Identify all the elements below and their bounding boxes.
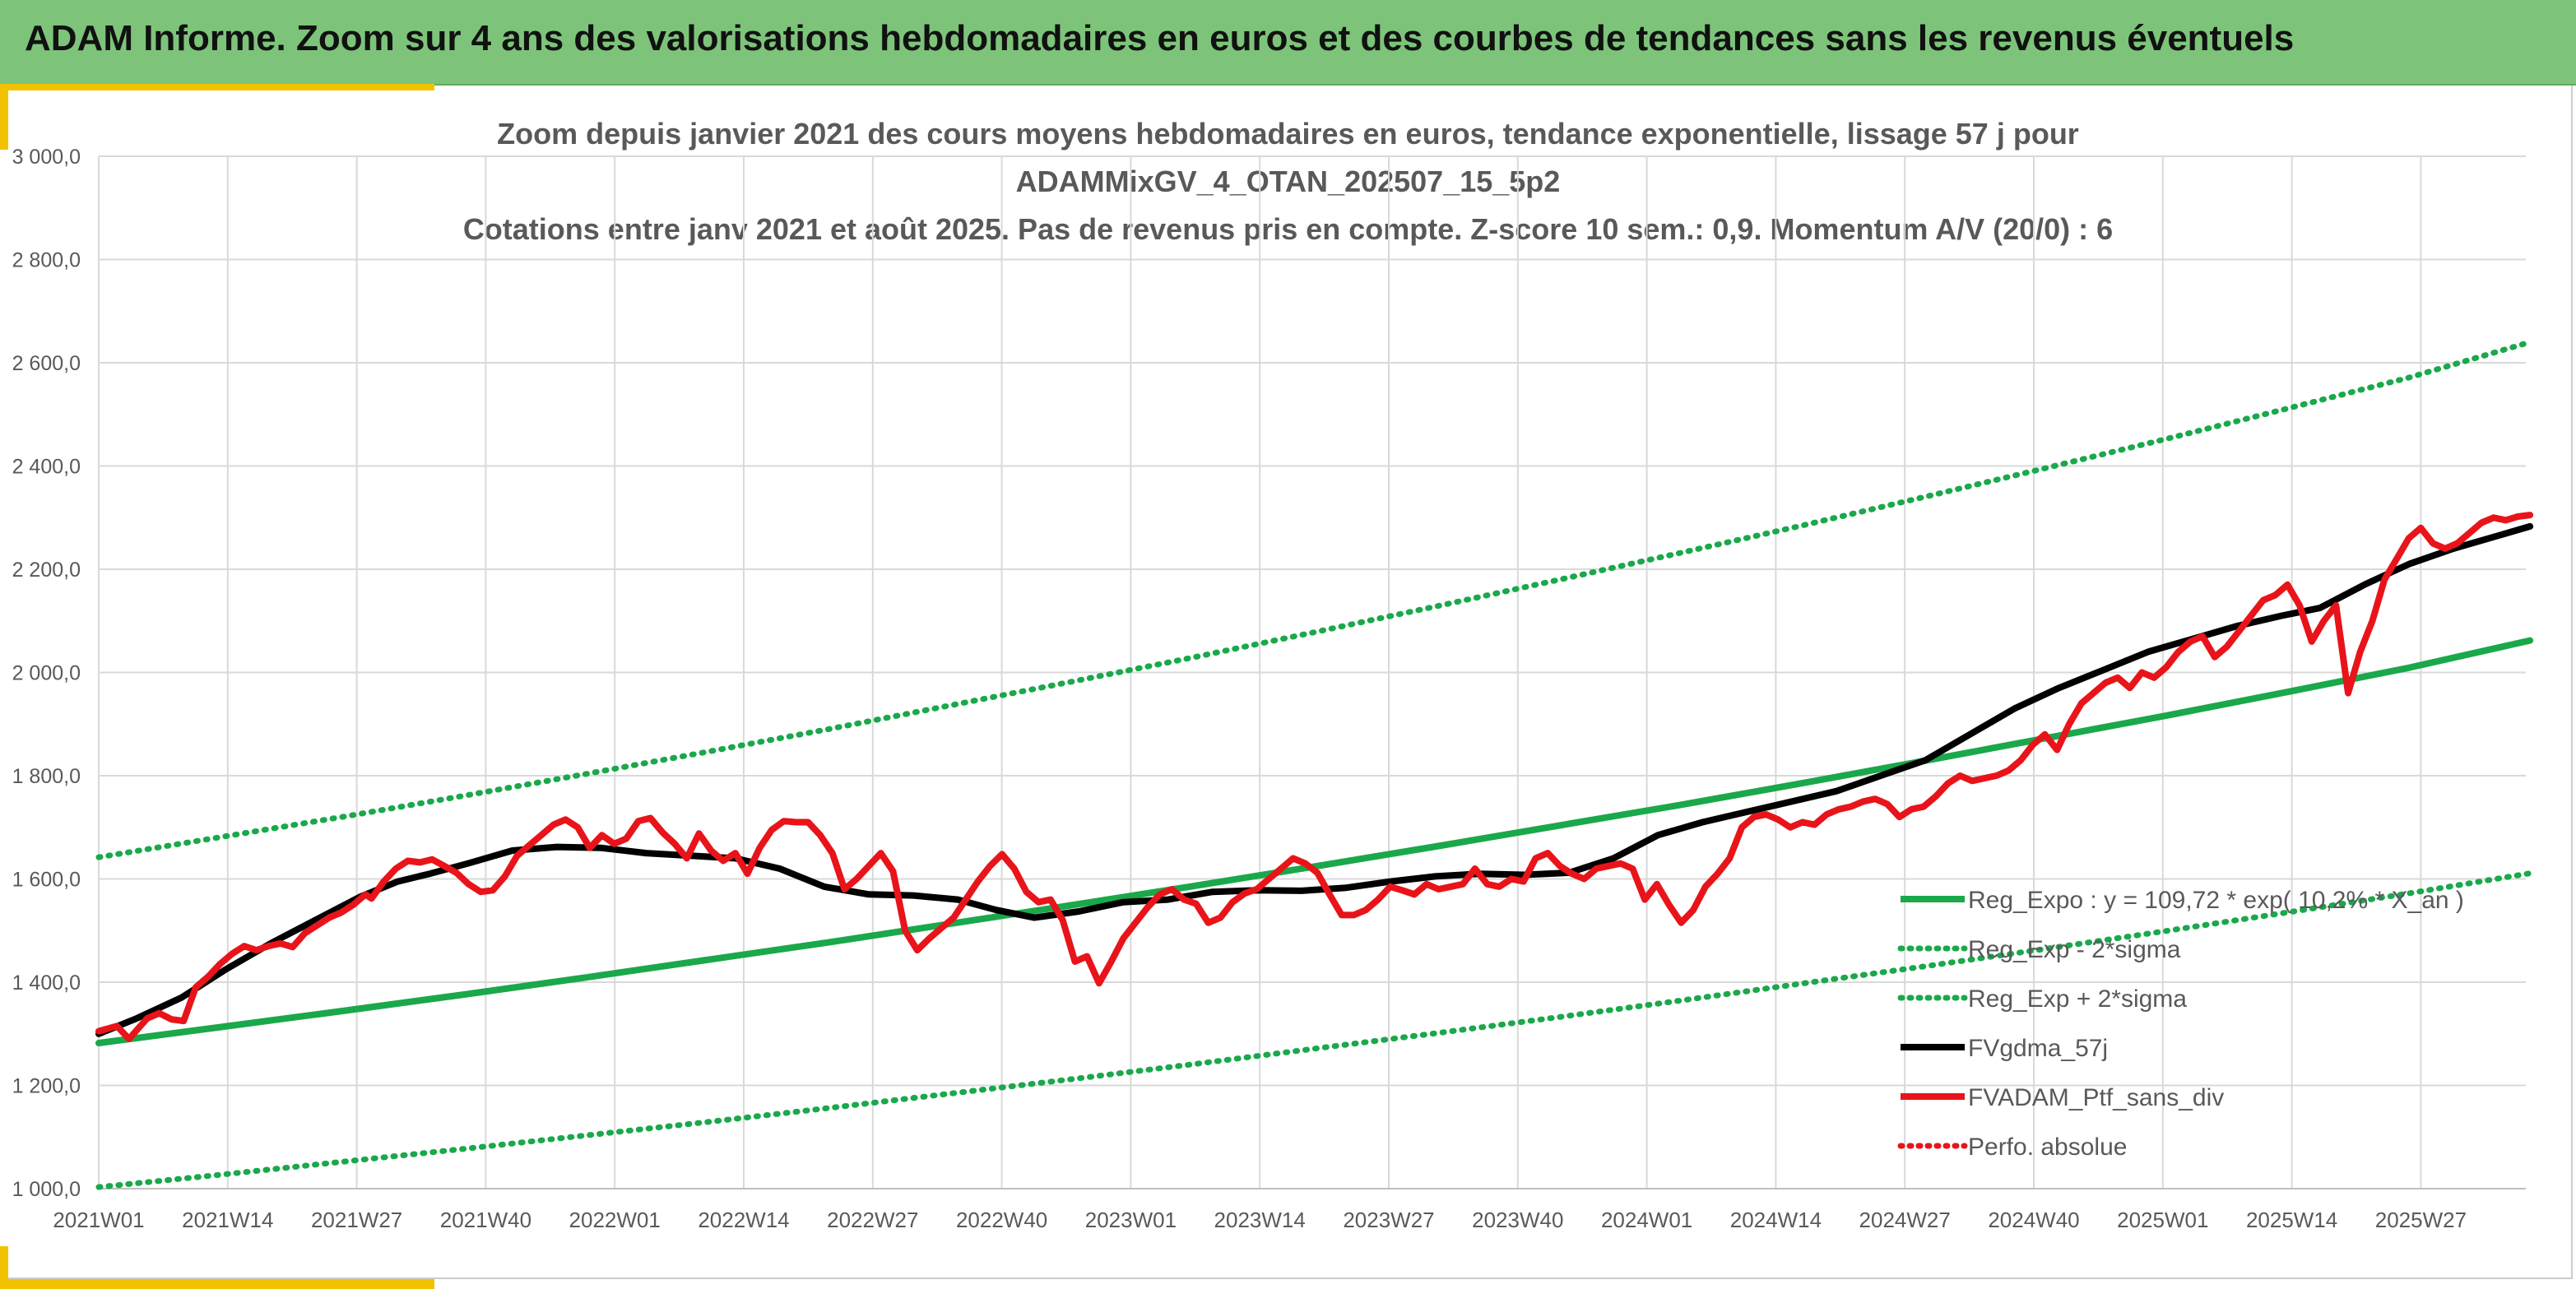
y-tick-label: 2 600,0 bbox=[12, 352, 81, 375]
x-tick-label: 2021W27 bbox=[311, 1208, 402, 1232]
banner-title: ADAM Informe. Zoom sur 4 ans des valoris… bbox=[25, 18, 2295, 58]
x-tick-label: 2021W14 bbox=[182, 1208, 273, 1232]
x-tick-label: 2024W40 bbox=[1988, 1208, 2079, 1232]
chart-title-block: Zoom depuis janvier 2021 des cours moyen… bbox=[0, 110, 2576, 253]
accent-bar-bottom bbox=[0, 1279, 434, 1289]
chart-frame bbox=[8, 86, 2573, 1279]
series-line-4 bbox=[95, 512, 2534, 1042]
series-line-1 bbox=[95, 870, 2533, 1190]
y-tick-label: 1 000,0 bbox=[12, 1178, 81, 1201]
y-tick-label: 1 600,0 bbox=[12, 869, 81, 892]
y-tick-label: 1 800,0 bbox=[12, 765, 81, 788]
legend-label: Perfo. absolue bbox=[1968, 1134, 2127, 1161]
accent-bar-left-bottom bbox=[0, 1246, 8, 1289]
x-tick-label: 2025W14 bbox=[2246, 1208, 2337, 1232]
legend-label: FVgdma_57j bbox=[1968, 1035, 2108, 1062]
accent-bar-top bbox=[0, 84, 434, 90]
x-tick-label: 2023W14 bbox=[1214, 1208, 1306, 1232]
y-tick-label: 1 200,0 bbox=[12, 1075, 81, 1098]
x-tick-label: 2025W27 bbox=[2375, 1208, 2467, 1232]
legend-label: FVADAM_Ptf_sans_div bbox=[1968, 1084, 2224, 1111]
legend-label: Reg_Exp + 2*sigma bbox=[1968, 985, 2187, 1013]
x-tick-label: 2023W01 bbox=[1085, 1208, 1177, 1232]
legend-label: Reg_Exp - 2*sigma bbox=[1968, 936, 2181, 963]
x-tick-label: 2021W40 bbox=[440, 1208, 531, 1232]
legend-label: Reg_Expo : y = 109,72 * exp( 10,2% * X_a… bbox=[1968, 887, 2464, 914]
y-tick-label: 1 400,0 bbox=[12, 971, 81, 995]
y-tick-label: 2 000,0 bbox=[12, 662, 81, 685]
y-axis-ticks: 1 000,0 1 200,0 1 400,0 1 600,0 1 800,0 2 000… bbox=[12, 146, 81, 1201]
x-tick-label: 2025W01 bbox=[2117, 1208, 2208, 1232]
x-axis-ticks: 2021W01 2021W14 2021W27 2021W40 2022W01 2022W… bbox=[53, 1208, 2467, 1232]
chart-title-line-3: Cotations entre janv 2021 et août 2025. … bbox=[462, 212, 2114, 246]
y-tick-label: 2 200,0 bbox=[12, 559, 81, 582]
x-tick-label: 2023W40 bbox=[1472, 1208, 1563, 1232]
x-tick-label: 2023W27 bbox=[1343, 1208, 1434, 1232]
x-tick-label: 2024W27 bbox=[1859, 1208, 1951, 1232]
series-lines bbox=[95, 339, 2534, 1190]
x-tick-label: 2024W01 bbox=[1601, 1208, 1692, 1232]
series-line-2 bbox=[95, 339, 2533, 860]
header-banner: ADAM Informe. Zoom sur 4 ans des valoris… bbox=[0, 0, 2576, 86]
chart-title-line-1: Zoom depuis janvier 2021 des cours moyen… bbox=[497, 117, 2079, 151]
y-tick-label: 2 400,0 bbox=[12, 456, 81, 479]
accent-bar-left bbox=[0, 84, 8, 150]
series-line-3 bbox=[95, 522, 2534, 1037]
x-tick-label: 2022W14 bbox=[698, 1208, 789, 1232]
legend: Reg_Expo : y = 109,72 * exp( 10,2% * X_a… bbox=[1897, 887, 2464, 1161]
y-tick-label: 3 000,0 bbox=[12, 146, 81, 169]
x-tick-label: 2022W27 bbox=[827, 1208, 918, 1232]
chart-title-line-2: ADAMMixGV_4_OTAN_202507_15_5p2 bbox=[1015, 165, 1561, 198]
x-tick-label: 2021W01 bbox=[53, 1208, 144, 1232]
x-tick-label: 2022W40 bbox=[956, 1208, 1047, 1232]
x-tick-label: 2022W01 bbox=[569, 1208, 661, 1232]
x-tick-label: 2024W14 bbox=[1730, 1208, 1822, 1232]
y-tick-label: 2 800,0 bbox=[12, 249, 81, 272]
